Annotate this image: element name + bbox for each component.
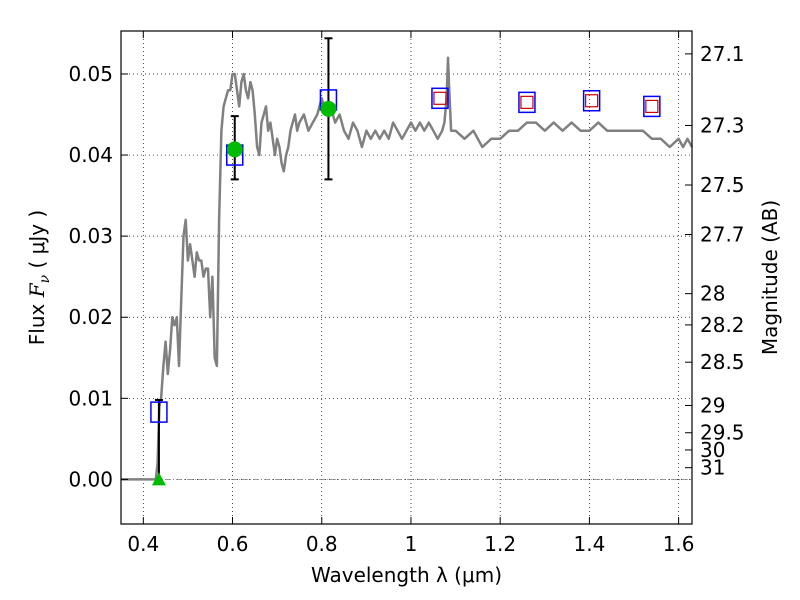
y-tick-label: 0.05: [68, 62, 113, 86]
axes-ticks: 0.4 0.6 0.8 1 1.2 1.4 1.6 0.00 0.01 0.02 0.03 0.04 0…: [68, 31, 745, 556]
observed-flux-point: [320, 100, 337, 117]
magnitude-axis-title: Magnitude (AB): [758, 200, 782, 355]
magnitude-tick-label: 27.5: [700, 173, 745, 197]
magnitude-tick-label: 27.3: [700, 113, 745, 137]
magnitude-tick-label: 29: [700, 393, 725, 417]
x-tick-label: 1.4: [573, 532, 605, 556]
magnitude-tick-label: 28: [700, 282, 725, 306]
model-photometry-box: [150, 401, 168, 423]
model-photometry-inner-box: [585, 94, 599, 108]
x-tick-label: 0.8: [306, 532, 338, 556]
model-photometry-inner-box: [433, 91, 447, 105]
y-axis-title-suffix: ( μJy ): [25, 210, 49, 275]
model-photometry-box: [518, 91, 536, 114]
model-photometry-inner-box: [645, 99, 659, 114]
magnitude-tick-label: 29.5: [700, 421, 745, 445]
y-tick-label: 0.00: [68, 467, 113, 491]
y-axis-title-subscript: ν: [37, 274, 53, 283]
x-tick-label: 0.6: [217, 532, 249, 556]
magnitude-tick-label: 28.5: [700, 350, 745, 374]
magnitude-tick-label: 27.7: [700, 223, 745, 247]
x-tick-label: 1.2: [484, 532, 516, 556]
plot-area: [121, 37, 694, 486]
model-photometry-box: [582, 89, 601, 112]
upper-limit-marker: [151, 472, 166, 486]
x-axis-title: Wavelength λ (μm): [311, 563, 502, 587]
y-axis-title-prefix: Flux: [25, 297, 49, 345]
x-tick-label: 1: [405, 532, 418, 556]
y-tick-label: 0.04: [68, 143, 113, 167]
magnitude-tick-label: 30: [700, 438, 725, 462]
model-photometry-box: [431, 87, 449, 110]
y-axis-title: Flux Fν ( μJy ): [25, 210, 53, 345]
x-tick-label: 0.4: [127, 532, 159, 556]
model-photometry-inner-box: [520, 95, 534, 109]
y-tick-label: 0.01: [68, 386, 113, 410]
observed-flux-point: [226, 141, 243, 158]
y-axis-title-symbol: F: [25, 282, 49, 298]
magnitude-tick-label: 27.1: [700, 42, 745, 66]
magnitude-tick-label: 28.2: [700, 313, 745, 337]
model-photometry-box: [643, 95, 661, 118]
magnitude-tick-label: 31: [700, 456, 725, 480]
x-tick-label: 1.6: [663, 532, 695, 556]
y-tick-label: 0.02: [68, 305, 113, 329]
plot-frame: [120, 30, 693, 525]
model-spectrum-line: [121, 56, 694, 481]
y-tick-label: 0.03: [68, 224, 113, 248]
